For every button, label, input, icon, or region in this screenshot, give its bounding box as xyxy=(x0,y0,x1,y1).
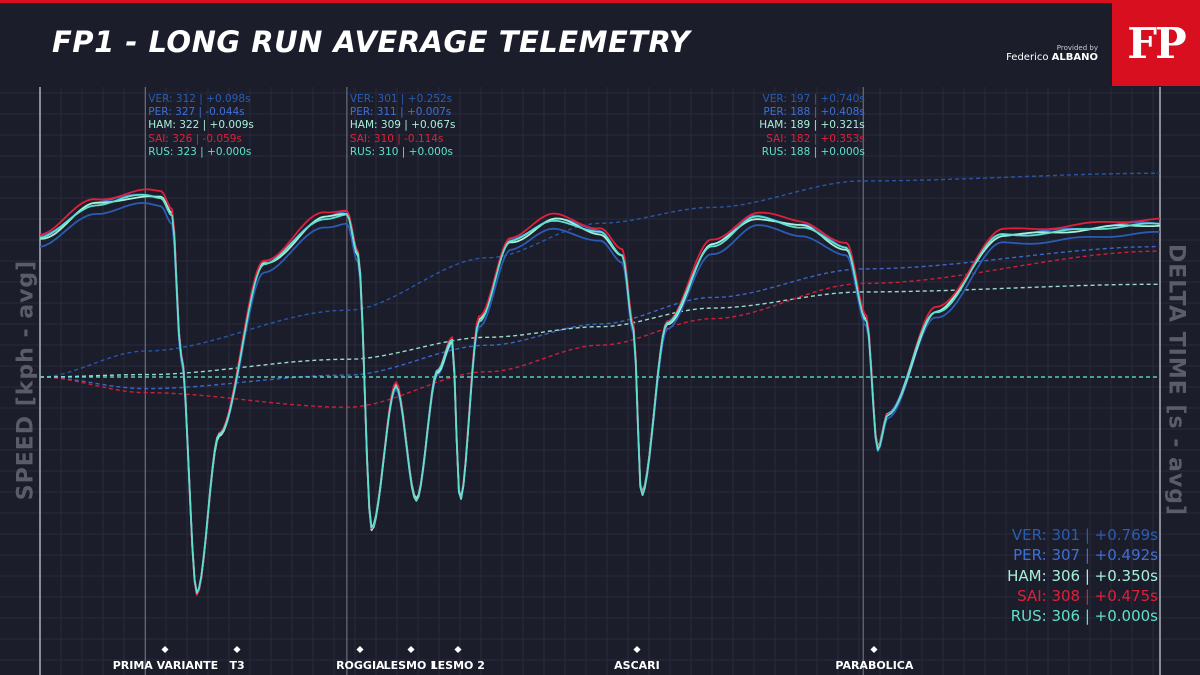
author-name: Federico ALBANO xyxy=(1006,52,1098,63)
summary-row-PER: PER: 307 | +0.492s xyxy=(1013,546,1158,565)
author-first: Federico xyxy=(1006,52,1049,63)
corner-label: PRIMA VARIANTE xyxy=(112,659,219,672)
header: FP1 - LONG RUN AVERAGE TELEMETRY Provide… xyxy=(0,3,1200,87)
delta-line-VER xyxy=(39,172,1160,378)
checkpoint-row-RUS: RUS: 310 | +0.000s xyxy=(349,145,453,158)
summary-row-SAI: SAI: 308 | +0.475s xyxy=(1017,586,1158,605)
corner-label: LESMO 2 xyxy=(430,659,485,672)
y-axis-left-label: SPEED [kph - avg] xyxy=(13,259,39,501)
checkpoint-row-PER: PER: 311 | +0.007s xyxy=(349,106,452,119)
checkpoint-row-VER: VER: 301 | +0.252s xyxy=(349,93,453,105)
checkpoint-row-SAI: SAI: 310 | -0.114s xyxy=(349,132,444,145)
corner-label: PARABOLICA xyxy=(835,659,914,672)
checkpoint-row-SAI: SAI: 326 | -0.059s xyxy=(148,132,242,145)
speed-line-RUS xyxy=(39,193,1161,594)
corner-label: ROGGIA xyxy=(336,659,385,672)
checkpoint-row-HAM: HAM: 309 | +0.067s xyxy=(349,119,456,132)
delta-line-HAM xyxy=(40,283,1160,378)
fp-logo: FP xyxy=(1112,0,1200,86)
top-accent-line xyxy=(0,0,1200,3)
checkpoint-row-HAM: HAM: 322 | +0.009s xyxy=(148,119,254,132)
checkpoint-block-0: VER: 312 | +0.098s PER: 327 | -0.044s HAM:… xyxy=(148,93,254,159)
corner-label: LESMO 1 xyxy=(383,659,438,672)
checkpoint-block-2: VER: 197 | +0.740s PER: 188 | +0.408s HAM:… xyxy=(759,93,865,159)
summary-row-HAM: HAM: 306 | +0.350s xyxy=(1007,566,1158,585)
page-title: FP1 - LONG RUN AVERAGE TELEMETRY xyxy=(52,25,691,59)
checkpoint-row-RUS: RUS: 188 | +0.000s xyxy=(761,145,865,158)
checkpoint-row-HAM: HAM: 189 | +0.321s xyxy=(759,119,865,132)
summary-row-RUS: RUS: 306 | +0.000s xyxy=(1010,607,1158,626)
checkpoint-row-PER: PER: 327 | -0.044s xyxy=(148,106,245,119)
checkpoint-row-VER: VER: 197 | +0.740s xyxy=(762,93,865,105)
checkpoint-block-1: VER: 301 | +0.252s PER: 311 | +0.007s HAM:… xyxy=(350,93,456,159)
credit-block: Provided by Federico ALBANO xyxy=(1006,44,1098,63)
y-axis-right-label: DELTA TIME [s - avg] xyxy=(1163,243,1189,517)
checkpoint-row-RUS: RUS: 323 | +0.000s xyxy=(148,145,252,158)
telemetry-chart xyxy=(0,87,1200,675)
delta-line-PER xyxy=(39,245,1160,390)
lap-summary: VER: 301 | +0.769s PER: 307 | +0.492s HAM:… xyxy=(1007,525,1158,626)
checkpoint-row-PER: PER: 188 | +0.408s xyxy=(763,106,865,119)
checkpoint-row-SAI: SAI: 182 | +0.353s xyxy=(766,132,865,145)
checkpoint-row-VER: VER: 312 | +0.098s xyxy=(148,93,251,105)
corner-label: ASCARI xyxy=(614,659,660,672)
author-last: ALBANO xyxy=(1051,52,1098,63)
corner-label: T3 xyxy=(229,659,245,672)
summary-row-VER: VER: 301 | +0.769s xyxy=(1011,526,1158,544)
provided-by-label: Provided by xyxy=(1056,44,1098,52)
